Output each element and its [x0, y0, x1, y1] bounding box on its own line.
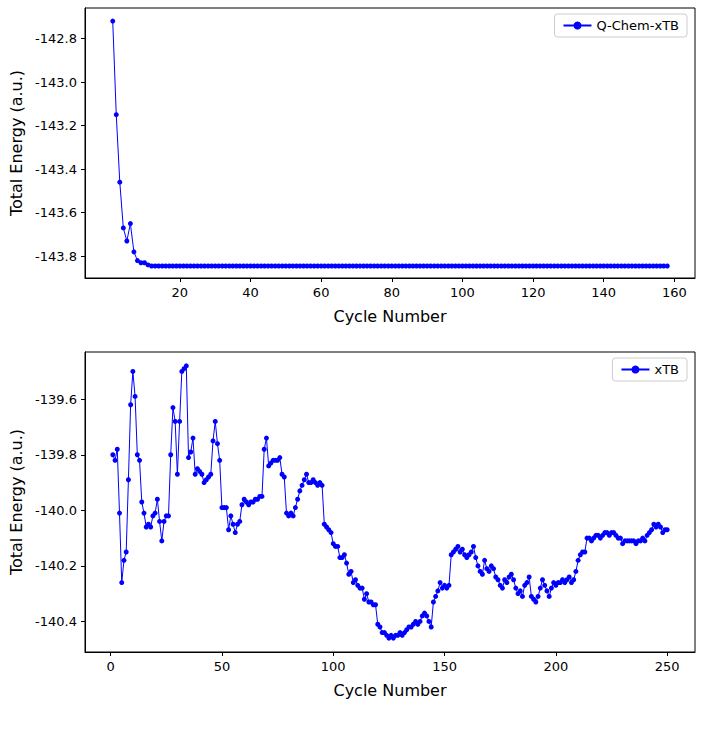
- svg-text:100: 100: [321, 659, 346, 674]
- svg-text:-143.6: -143.6: [35, 205, 77, 220]
- svg-text:50: 50: [214, 659, 231, 674]
- svg-text:-143.4: -143.4: [35, 162, 77, 177]
- svg-text:-140.2: -140.2: [35, 558, 77, 573]
- svg-text:-139.8: -139.8: [35, 447, 77, 462]
- svg-text:xTB: xTB: [654, 362, 679, 377]
- svg-text:140: 140: [591, 285, 616, 300]
- svg-text:-143.0: -143.0: [35, 75, 77, 90]
- svg-text:80: 80: [383, 285, 400, 300]
- svg-text:-140.0: -140.0: [35, 503, 77, 518]
- svg-text:Total Energy (a.u.): Total Energy (a.u.): [7, 70, 26, 217]
- svg-text:Q-Chem-xTB: Q-Chem-xTB: [596, 18, 679, 33]
- svg-text:20: 20: [172, 285, 189, 300]
- svg-text:Cycle Number: Cycle Number: [333, 681, 447, 700]
- svg-text:Total Energy (a.u.): Total Energy (a.u.): [7, 429, 26, 576]
- svg-text:-143.2: -143.2: [35, 118, 77, 133]
- svg-text:60: 60: [313, 285, 330, 300]
- svg-text:40: 40: [242, 285, 259, 300]
- svg-text:-139.6: -139.6: [35, 392, 77, 407]
- svg-text:100: 100: [450, 285, 475, 300]
- svg-text:-142.8: -142.8: [35, 31, 77, 46]
- svg-text:120: 120: [521, 285, 546, 300]
- svg-text:0: 0: [106, 659, 114, 674]
- svg-text:150: 150: [432, 659, 457, 674]
- svg-text:-140.4: -140.4: [35, 614, 77, 629]
- svg-text:200: 200: [543, 659, 568, 674]
- svg-text:-143.8: -143.8: [35, 249, 77, 264]
- svg-text:160: 160: [662, 285, 687, 300]
- svg-text:Cycle Number: Cycle Number: [333, 307, 447, 326]
- svg-text:250: 250: [655, 659, 680, 674]
